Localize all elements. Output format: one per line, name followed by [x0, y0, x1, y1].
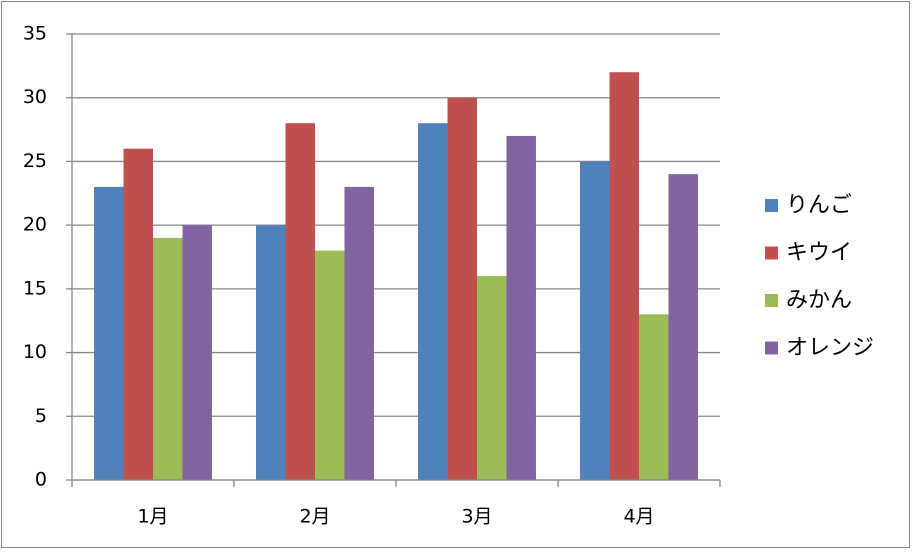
bar: [506, 135, 536, 480]
y-tick-label: 20: [23, 214, 47, 236]
bar: [609, 72, 639, 480]
bar: [344, 186, 374, 480]
bar: [639, 314, 669, 480]
bar: [256, 225, 286, 480]
x-tick-label: 4月: [623, 506, 654, 528]
legend-label: みかん: [786, 288, 852, 313]
legend-label: キウイ: [786, 241, 852, 266]
legend-swatch: [765, 246, 778, 260]
legend-swatch: [765, 199, 778, 212]
bar: [447, 97, 477, 480]
legend-label: りんご: [786, 193, 852, 218]
x-tick-label: 2月: [299, 506, 330, 528]
x-tick-label: 3月: [461, 506, 492, 528]
y-tick-label: 25: [23, 150, 47, 172]
y-tick-label: 30: [23, 86, 47, 108]
x-tick-label: 1月: [137, 506, 168, 528]
y-tick-label: 0: [35, 469, 47, 491]
legend-swatch: [765, 294, 778, 307]
y-tick-label: 35: [23, 23, 47, 45]
bar: [580, 161, 610, 480]
bar: [94, 186, 124, 480]
y-tick-label: 10: [23, 341, 47, 363]
bar: [418, 123, 448, 480]
bar: [477, 276, 507, 480]
bar: [668, 174, 698, 480]
bar: [182, 225, 212, 480]
y-tick-label: 15: [23, 277, 47, 299]
y-tick-label: 5: [35, 405, 47, 427]
bar: [315, 250, 345, 480]
legend-swatch: [765, 341, 778, 355]
bar: [123, 148, 153, 480]
bar: [285, 123, 315, 480]
bar: [153, 237, 183, 480]
legend-label: オレンジ: [786, 336, 874, 361]
